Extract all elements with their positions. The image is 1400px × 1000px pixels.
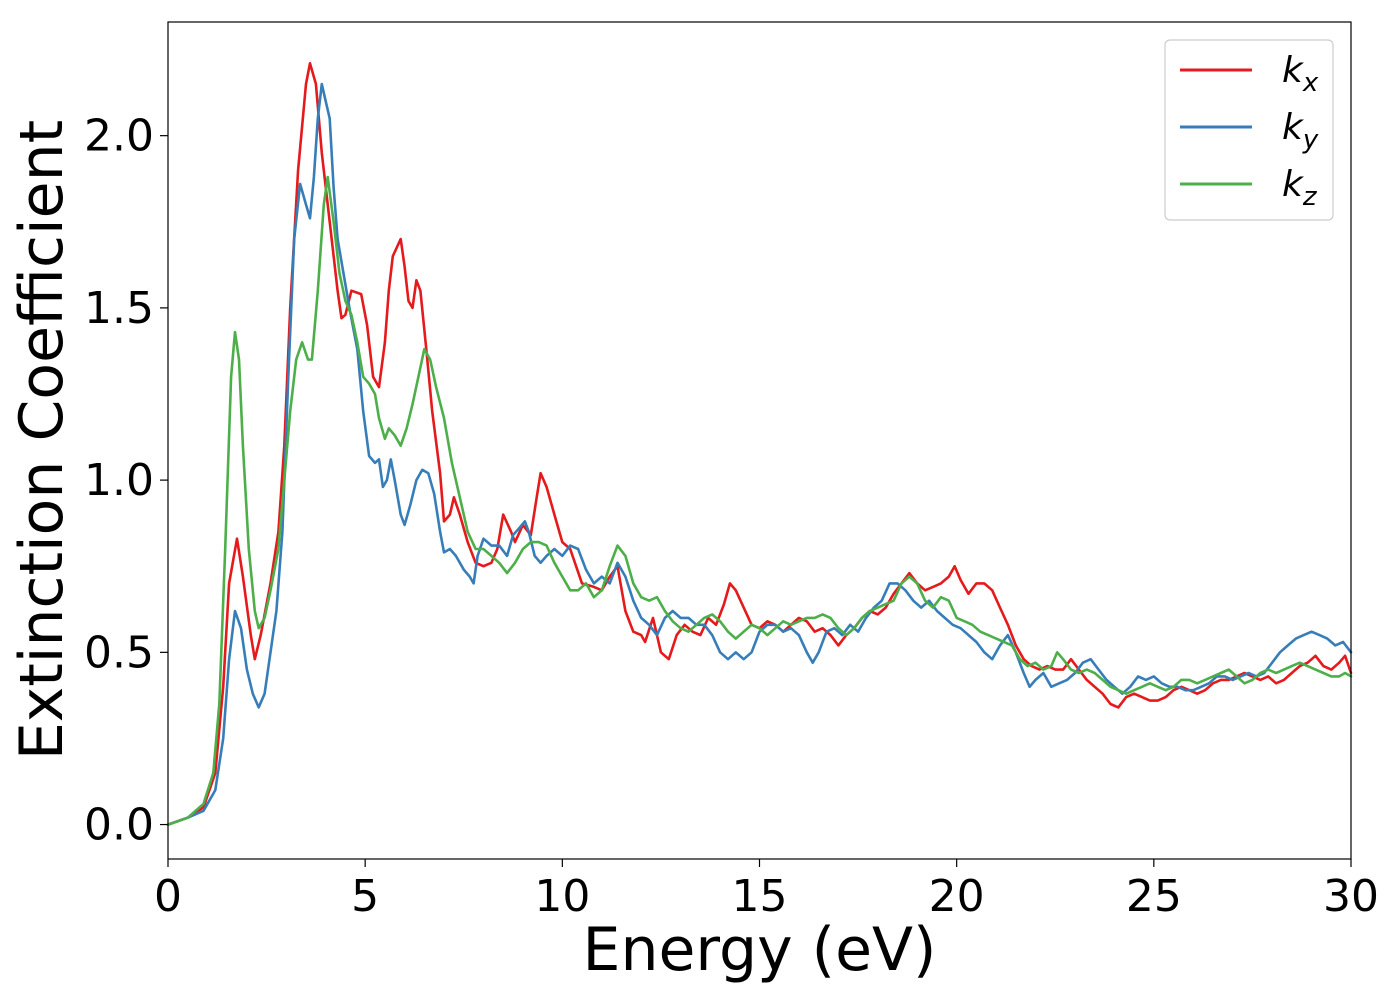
x-tick-label: 25 xyxy=(1126,871,1182,922)
x-tick-label: 30 xyxy=(1323,871,1379,922)
y-tick-label: 1.5 xyxy=(84,283,154,334)
y-tick-label: 0.0 xyxy=(84,800,154,851)
series-line-y xyxy=(166,82,1353,826)
x-tick-label: 0 xyxy=(154,871,182,922)
legend-box xyxy=(1164,39,1334,221)
x-tick-label: 5 xyxy=(351,871,379,922)
y-tick-label: 2.0 xyxy=(84,111,154,162)
plot-frame xyxy=(167,21,1352,860)
y-tick-label: 1.0 xyxy=(84,455,154,506)
legend-label-z: kz xyxy=(1282,164,1318,212)
series-layer xyxy=(166,62,1353,826)
series-line-x xyxy=(166,62,1353,826)
x-axis-label: Energy (eV) xyxy=(583,915,937,985)
x-tick-label: 10 xyxy=(534,871,590,922)
legend: kx ky kz xyxy=(1164,39,1334,221)
x-tick-label: 15 xyxy=(732,871,788,922)
legend-entries: kx ky kz xyxy=(1180,50,1319,212)
y-tick-label: 0.5 xyxy=(84,627,154,678)
x-tick-label: 20 xyxy=(929,871,985,922)
series-line-z xyxy=(166,175,1353,826)
y-axis-label: Extinction Coefficient xyxy=(7,120,77,760)
ticks-layer: 0 5 10 15 20 25 30 0.0 0.5 1.0 1.5 2.0 xyxy=(84,111,1379,922)
legend-label-x: kx xyxy=(1282,50,1319,98)
legend-label-y: ky xyxy=(1282,107,1319,155)
